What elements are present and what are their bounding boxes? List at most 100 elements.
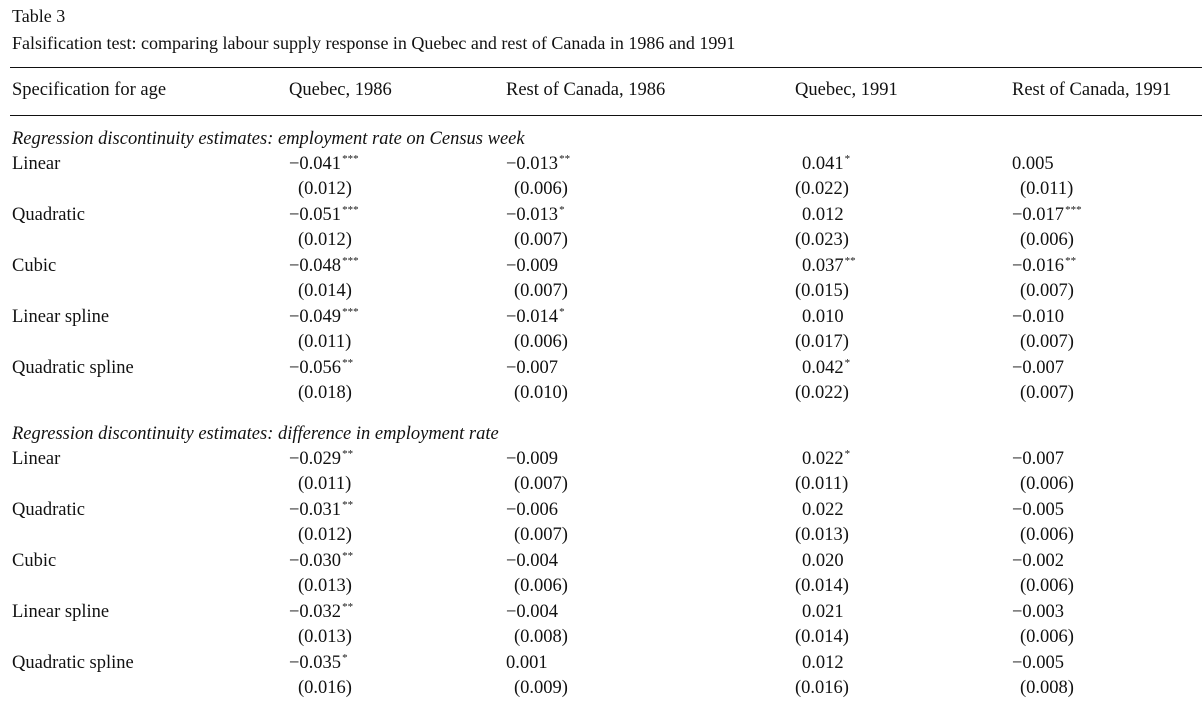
standard-error-row: (0.012) (0.006) (0.022) (0.011) (0, 178, 1204, 203)
standard-error-cell: (0.007) (1020, 383, 1074, 403)
standard-error-cell: (0.014) (298, 281, 352, 301)
estimate-value: −0.010 (1012, 307, 1065, 327)
estimate-value: −0.041 (289, 154, 342, 174)
estimate-cell: −0.006 (506, 499, 646, 523)
estimate-cell: −0.017*** (1012, 204, 1152, 228)
estimate-cell: −0.009 (506, 448, 646, 472)
estimate-cell: 0.001 (506, 652, 646, 676)
significance-stars: *** (342, 306, 359, 318)
table-row: Linear −0.041*** −0.013** 0.041* 0.005 (0, 153, 1204, 178)
estimate-value: −0.030 (289, 551, 342, 571)
estimate-cell: 0.012 (802, 652, 942, 676)
standard-error-row: (0.016) (0.009) (0.016) (0.008) (0, 677, 1204, 702)
standard-error-row: (0.011) (0.007) (0.011) (0.006) (0, 473, 1204, 498)
significance-stars: *** (342, 153, 359, 165)
estimate-value: −0.014 (506, 307, 559, 327)
significance-stars: ** (342, 499, 354, 511)
estimate-cell: 0.022 (802, 499, 942, 523)
estimate-cell: −0.004 (506, 601, 646, 625)
standard-error-cell: (0.015) (795, 281, 849, 301)
estimate-cell: 0.042* (802, 357, 942, 381)
table-row: Linear −0.029** −0.009 0.022* −0.007 (0, 448, 1204, 473)
standard-error-cell: (0.012) (298, 179, 352, 199)
significance-stars: *** (1065, 204, 1082, 216)
row-label: Quadratic (12, 205, 85, 225)
standard-error-cell: (0.006) (1020, 525, 1074, 545)
standard-error-cell: (0.016) (298, 678, 352, 698)
standard-error-cell: (0.006) (1020, 474, 1074, 494)
table-row: Linear spline −0.049*** −0.014* 0.010 −0.010 (0, 306, 1204, 331)
estimate-cell: −0.035* (289, 652, 429, 676)
table-row: Cubic −0.048*** −0.009 0.037** −0.016** (0, 255, 1204, 280)
section-title: Regression discontinuity estimates: diff… (12, 424, 499, 444)
estimate-value: −0.048 (289, 256, 342, 276)
standard-error-cell: (0.009) (514, 678, 568, 698)
estimate-cell: −0.009 (506, 255, 646, 279)
estimate-value: 0.001 (506, 653, 548, 673)
estimate-cell: −0.041*** (289, 153, 429, 177)
estimate-value: −0.004 (506, 602, 559, 622)
standard-error-cell: (0.011) (298, 332, 352, 352)
estimate-value: −0.007 (506, 358, 559, 378)
significance-stars: * (844, 357, 851, 369)
header-rest-of-canada-1991: Rest of Canada, 1991 (1012, 80, 1172, 100)
estimate-cell: −0.029** (289, 448, 429, 472)
standard-error-cell: (0.014) (795, 627, 849, 647)
estimate-cell: −0.003 (1012, 601, 1152, 625)
estimate-value: −0.009 (506, 256, 559, 276)
estimate-value: −0.004 (506, 551, 559, 571)
estimate-value: 0.020 (802, 551, 844, 571)
standard-error-cell: (0.010) (514, 383, 568, 403)
estimate-cell: −0.014* (506, 306, 646, 330)
standard-error-cell: (0.008) (1020, 678, 1074, 698)
table-row: Cubic −0.030** −0.004 0.020 −0.002 (0, 550, 1204, 575)
estimate-cell: −0.032** (289, 601, 429, 625)
significance-stars: * (559, 204, 565, 216)
header-quebec-1991: Quebec, 1991 (795, 80, 898, 100)
header-specification: Specification for age (12, 80, 167, 100)
row-label: Linear (12, 449, 61, 469)
standard-error-cell: (0.011) (298, 474, 352, 494)
significance-stars: * (559, 306, 565, 318)
estimate-cell: 0.005 (1012, 153, 1152, 177)
standard-error-cell: (0.006) (514, 179, 568, 199)
estimate-cell: 0.037** (802, 255, 942, 279)
estimate-cell: −0.007 (1012, 448, 1152, 472)
estimate-value: −0.031 (289, 500, 342, 520)
estimate-value: −0.007 (1012, 449, 1065, 469)
significance-stars: * (844, 448, 851, 460)
row-label: Linear (12, 154, 61, 174)
standard-error-cell: (0.007) (514, 281, 568, 301)
estimate-value: −0.007 (1012, 358, 1065, 378)
standard-error-cell: (0.006) (1020, 576, 1074, 596)
standard-error-cell: (0.007) (514, 474, 568, 494)
estimate-value: −0.017 (1012, 205, 1065, 225)
estimate-value: −0.035 (289, 653, 342, 673)
estimate-value: −0.056 (289, 358, 342, 378)
estimate-value: 0.022 (802, 500, 844, 520)
row-label: Cubic (12, 256, 57, 276)
row-label: Quadratic spline (12, 653, 134, 673)
estimate-cell: −0.030** (289, 550, 429, 574)
table-row: Linear spline −0.032** −0.004 0.021 −0.003 (0, 601, 1204, 626)
estimate-cell: −0.013** (506, 153, 646, 177)
estimate-cell: 0.020 (802, 550, 942, 574)
estimate-cell: −0.007 (506, 357, 646, 381)
estimate-cell: 0.012 (802, 204, 942, 228)
standard-error-cell: (0.012) (298, 525, 352, 545)
estimate-value: 0.041 (802, 154, 844, 174)
estimate-value: −0.003 (1012, 602, 1065, 622)
standard-error-cell: (0.018) (298, 383, 352, 403)
estimate-cell: −0.005 (1012, 652, 1152, 676)
standard-error-cell: (0.022) (795, 383, 849, 403)
standard-error-cell: (0.011) (1020, 179, 1074, 199)
table-row: Quadratic spline −0.056** −0.007 0.042* −0.0… (0, 357, 1204, 382)
significance-stars: ** (342, 357, 354, 369)
estimate-cell: 0.041* (802, 153, 942, 177)
table-label: Table 3 (12, 6, 66, 26)
standard-error-cell: (0.006) (1020, 627, 1074, 647)
estimate-value: −0.006 (506, 500, 559, 520)
estimate-cell: 0.021 (802, 601, 942, 625)
header-rule (10, 115, 1202, 116)
